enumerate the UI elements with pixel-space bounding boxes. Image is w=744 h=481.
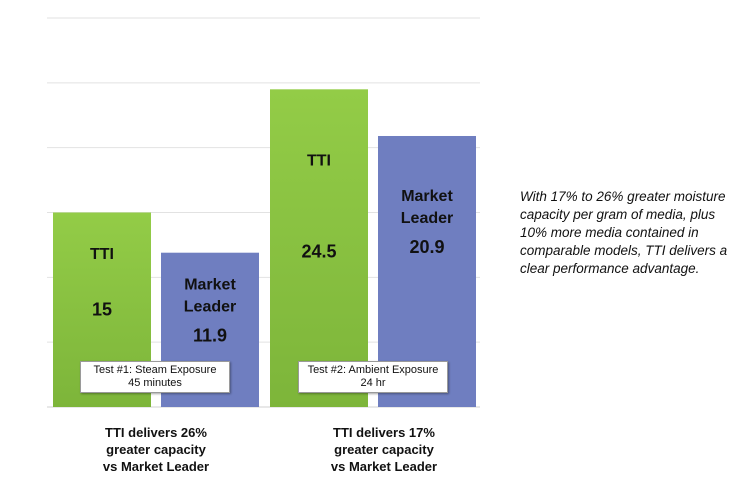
bar-value-label: 20.9 — [409, 237, 444, 257]
bar-value-label: 15 — [92, 300, 112, 320]
bar-name-label: Market — [401, 188, 453, 205]
bar-name-label: Leader — [401, 210, 453, 227]
bar-tti — [270, 89, 368, 408]
side-note: With 17% to 26% greater moisture capacit… — [520, 189, 728, 276]
bar-name-label: TTI — [307, 153, 331, 170]
bar-name-label: Leader — [184, 299, 236, 316]
test-1-label: Test #1: Steam Exposure 45 minutes — [80, 361, 230, 393]
bar-name-label: TTI — [90, 246, 114, 263]
test-2-label: Test #2: Ambient Exposure 24 hr — [298, 361, 448, 393]
group-2-caption: TTI delivers 17% greater capacity vs Mar… — [330, 425, 438, 474]
group-1-caption: TTI delivers 26% greater capacity vs Mar… — [102, 425, 210, 474]
bar-value-label: 24.5 — [301, 242, 336, 262]
bar-chart: TTI 15 Market Leader 11.9 TTI 24.5 Market Leader… — [47, 17, 480, 408]
bar-name-label: Market — [184, 277, 236, 294]
bar-value-label: 11.9 — [193, 326, 227, 346]
